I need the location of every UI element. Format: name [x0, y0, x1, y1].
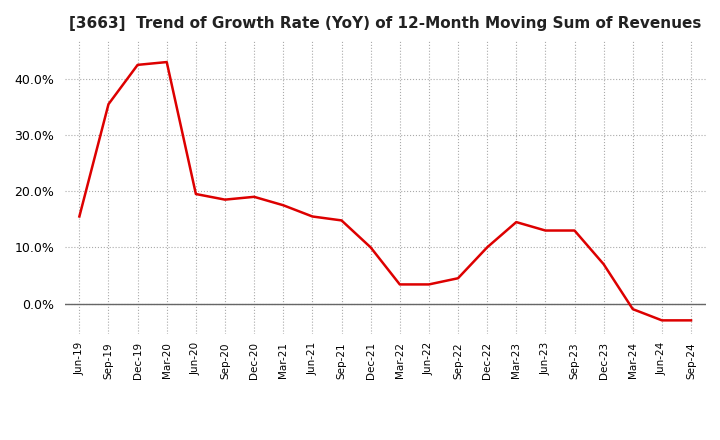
Title: [3663]  Trend of Growth Rate (YoY) of 12-Month Moving Sum of Revenues: [3663] Trend of Growth Rate (YoY) of 12-…	[69, 16, 701, 32]
